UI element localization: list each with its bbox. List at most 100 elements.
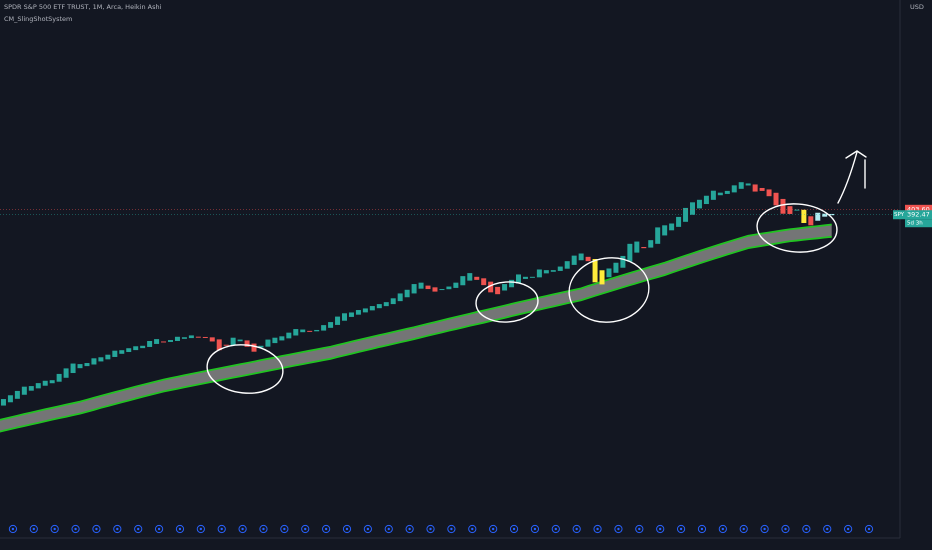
candle xyxy=(717,192,723,196)
signal-marker xyxy=(593,524,602,534)
signal-marker xyxy=(864,524,874,534)
candle xyxy=(474,276,480,280)
signal-marker-dot xyxy=(700,527,704,531)
candle xyxy=(0,399,6,406)
signal-marker-dot xyxy=(784,527,787,531)
price-tag xyxy=(905,204,932,214)
price-axis xyxy=(900,0,932,550)
candle xyxy=(202,336,208,338)
candle xyxy=(209,337,215,342)
signal-marker xyxy=(509,524,519,534)
candle xyxy=(773,192,779,206)
plot xyxy=(0,182,900,534)
signal-marker-dot xyxy=(679,527,683,531)
band-line xyxy=(0,223,832,421)
hand-arrow-head xyxy=(845,150,867,159)
candle xyxy=(571,255,577,265)
signal-marker xyxy=(196,524,205,534)
signal-marker-dot xyxy=(826,527,829,531)
signal-marker xyxy=(823,524,832,534)
signal-marker xyxy=(238,524,247,534)
signal-marker xyxy=(259,524,268,534)
candle xyxy=(536,269,542,278)
candle xyxy=(404,289,410,298)
annotations xyxy=(206,150,867,394)
candle xyxy=(418,282,424,289)
candle xyxy=(439,289,445,291)
signal-marker xyxy=(217,524,226,534)
signal-marker-dot xyxy=(304,527,307,531)
candle xyxy=(669,223,675,231)
signal-marker-dot xyxy=(742,527,745,531)
signal-marker xyxy=(718,524,727,534)
candle xyxy=(293,329,299,336)
candle xyxy=(237,339,243,342)
signal-marker-dot xyxy=(512,527,516,531)
signal-marker-dot xyxy=(659,527,662,531)
price-tag-label: 403.60 xyxy=(907,205,930,213)
candle xyxy=(599,270,605,285)
signal-marker xyxy=(781,524,790,534)
candle xyxy=(383,302,389,307)
signal-marker xyxy=(363,524,372,534)
signal-marker xyxy=(175,524,185,534)
currency: USD xyxy=(910,3,924,11)
candle xyxy=(703,195,709,205)
candle xyxy=(738,182,744,189)
symbol-tag xyxy=(893,210,905,220)
candle xyxy=(369,306,375,311)
candle xyxy=(188,335,194,339)
candle xyxy=(585,256,591,262)
signal-marker-dot xyxy=(867,527,871,531)
countdown-tag xyxy=(905,219,932,228)
signal-marker xyxy=(572,524,581,534)
candle xyxy=(460,276,466,286)
candle xyxy=(251,343,257,352)
signal-marker xyxy=(154,524,164,534)
signal-marker xyxy=(739,524,748,534)
hand-arrow xyxy=(837,151,858,204)
candle xyxy=(77,364,83,369)
signal-marker-dot xyxy=(575,527,578,531)
price-tag xyxy=(905,210,932,220)
candle xyxy=(70,363,76,374)
candle xyxy=(613,262,619,273)
candle xyxy=(655,227,661,244)
signal-marker-dot xyxy=(554,527,557,531)
candle xyxy=(84,363,90,367)
signal-marker xyxy=(301,524,310,534)
candle xyxy=(362,308,368,313)
candle xyxy=(516,274,521,284)
candle xyxy=(35,383,41,389)
candle xyxy=(780,198,786,214)
candle xyxy=(509,279,515,288)
candle xyxy=(801,209,807,223)
candle xyxy=(822,213,828,217)
signal-marker-dot xyxy=(491,527,495,531)
candle xyxy=(376,304,382,309)
candle xyxy=(752,184,758,192)
candle xyxy=(112,350,118,357)
signal-marker xyxy=(530,524,540,534)
signal-marker xyxy=(280,524,289,534)
candle xyxy=(147,340,153,347)
candle xyxy=(731,185,737,193)
candle xyxy=(174,336,180,341)
candle xyxy=(662,225,668,236)
candle xyxy=(815,212,821,221)
signal-marker-dot xyxy=(11,527,15,531)
candle xyxy=(808,216,814,226)
signal-marker-dot xyxy=(763,527,766,531)
signal-marker-dot xyxy=(53,527,56,531)
signal-marker-dot xyxy=(450,527,453,531)
candle xyxy=(495,286,501,295)
candle xyxy=(759,187,765,191)
candle xyxy=(7,395,13,403)
candle xyxy=(794,209,800,211)
candle xyxy=(724,190,730,194)
candle xyxy=(14,390,20,399)
candle xyxy=(787,206,793,214)
candle xyxy=(606,268,612,278)
candle xyxy=(390,298,396,305)
